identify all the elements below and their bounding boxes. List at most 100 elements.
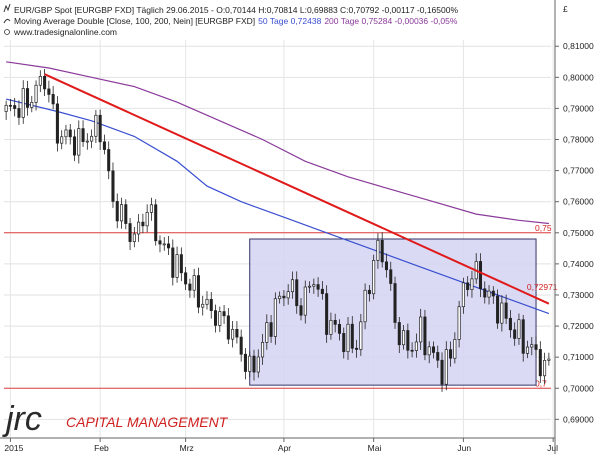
- candle: [243, 348, 247, 380]
- y-tick-label: 0,79000: [563, 103, 594, 113]
- candle-body: [4, 104, 8, 112]
- candle: [521, 314, 525, 362]
- candle: [504, 294, 508, 324]
- candle: [196, 267, 200, 314]
- candle-body: [427, 346, 431, 356]
- jrc-logo: jrc CAPITAL MANAGEMENT: [2, 400, 229, 438]
- candle-body: [55, 103, 59, 144]
- candle-body: [278, 295, 282, 300]
- candle-body: [346, 323, 350, 353]
- candle-body: [141, 221, 145, 227]
- candle: [393, 276, 397, 329]
- candle: [320, 281, 324, 300]
- candle: [154, 199, 158, 246]
- candle: [269, 315, 273, 343]
- x-tick-label: Jul: [547, 443, 558, 453]
- candle-body: [8, 104, 12, 107]
- candle: [25, 80, 30, 116]
- candle: [419, 308, 423, 350]
- candle: [265, 314, 269, 350]
- candle-body: [214, 310, 218, 326]
- x-tick-label: Jun: [457, 443, 471, 453]
- candle-body: [154, 204, 158, 242]
- candle-body: [453, 339, 457, 359]
- candle-body: [201, 303, 205, 308]
- candle: [487, 285, 491, 305]
- level-label: 0,7: [535, 378, 547, 388]
- candle-body: [487, 290, 491, 298]
- candle: [290, 271, 294, 299]
- y-tick-label: 0,70000: [563, 383, 594, 393]
- candle-body: [256, 356, 260, 373]
- candle: [547, 352, 551, 366]
- candle: [440, 352, 444, 392]
- candle-body: [196, 275, 200, 308]
- x-tick-label: Apr: [278, 443, 291, 453]
- candle-body: [51, 94, 55, 105]
- candle-body: [290, 279, 294, 293]
- candle: [222, 305, 226, 325]
- candle-body: [30, 102, 34, 108]
- candle: [145, 204, 149, 233]
- candle: [543, 352, 547, 384]
- y-tick-label: 0,75000: [563, 228, 594, 238]
- candle: [72, 129, 77, 162]
- candle-body: [329, 320, 333, 335]
- candle: [427, 341, 431, 364]
- candle: [325, 285, 329, 343]
- candle: [525, 340, 530, 359]
- candle: [231, 320, 235, 348]
- candle-body: [333, 320, 337, 325]
- candle-body: [171, 247, 175, 278]
- candle: [17, 100, 21, 125]
- x-tick-label: 2015: [4, 443, 23, 453]
- level-label: 0,75: [535, 223, 552, 233]
- y-tick-label: 0,80000: [563, 72, 594, 82]
- candle-body: [547, 358, 551, 361]
- candle-body: [34, 84, 38, 103]
- candle: [359, 313, 363, 356]
- candle: [158, 235, 162, 253]
- candle-body: [184, 272, 188, 285]
- logo-mark: jrc: [2, 400, 42, 438]
- candle-body: [295, 279, 299, 307]
- candle-body: [119, 204, 124, 222]
- candle: [30, 95, 34, 113]
- candle: [367, 284, 371, 302]
- candle-body: [47, 88, 51, 95]
- candle-body: [269, 322, 273, 337]
- candle: [333, 313, 337, 333]
- candle: [278, 291, 282, 304]
- ma200-line: [6, 61, 549, 225]
- y-tick-label: 0,77000: [563, 166, 594, 176]
- horizontal-levels: 0,75 0,7: [4, 223, 552, 389]
- chart-type-icon: [3, 3, 11, 13]
- candle-body: [372, 260, 376, 295]
- candle-body: [243, 353, 247, 372]
- candle: [115, 193, 119, 229]
- candle: [389, 261, 393, 291]
- candle: [483, 281, 487, 304]
- candle-body: [248, 355, 252, 372]
- candle: [346, 316, 350, 360]
- candle: [308, 281, 312, 294]
- header-line2: Moving Average Double [Close, 100, 200, …: [14, 16, 458, 26]
- annotations: 0,72971: [527, 282, 558, 292]
- header-line2-ma100: 50 Tage 0,72438: [258, 16, 321, 26]
- web-icon: [4, 29, 10, 35]
- candle-body: [543, 359, 547, 377]
- candle-body: [102, 141, 106, 150]
- candle-body: [483, 288, 487, 298]
- candle-body: [316, 284, 320, 290]
- candle: [184, 267, 188, 291]
- candle: [517, 313, 521, 345]
- candle: [81, 120, 85, 147]
- candle: [496, 289, 500, 329]
- candle-body: [337, 323, 341, 334]
- currency-label: £: [563, 4, 568, 14]
- candle-body: [149, 204, 153, 213]
- candle-body: [521, 319, 525, 354]
- candle-body: [466, 282, 470, 290]
- candle-body: [436, 352, 440, 361]
